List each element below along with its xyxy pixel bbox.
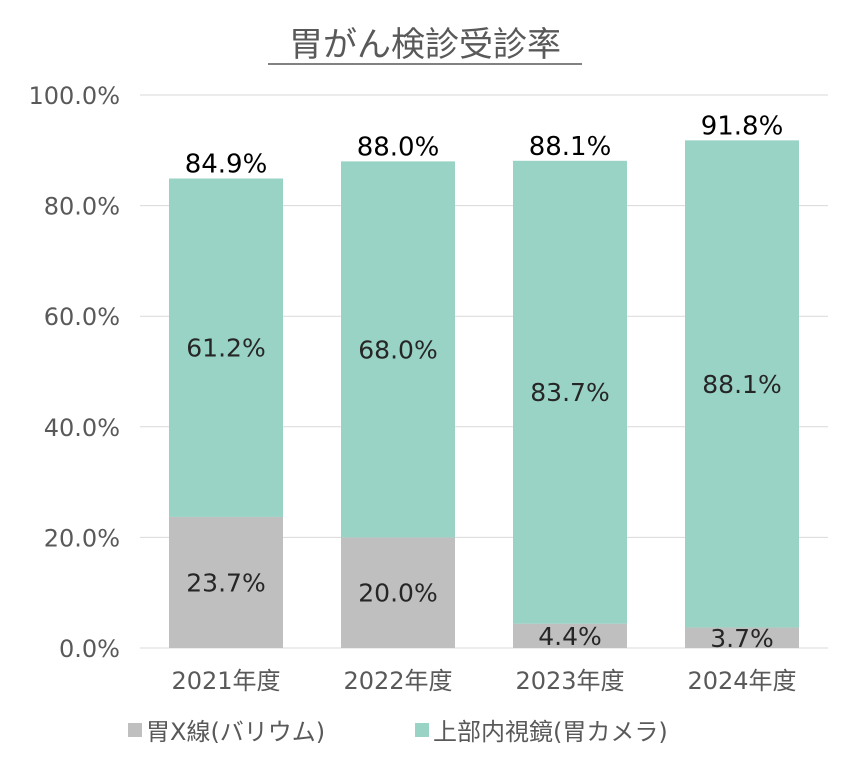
x-tick-label: 2021年度	[171, 667, 280, 695]
data-label: 23.7%	[186, 568, 265, 597]
data-label: 61.2%	[186, 334, 265, 363]
bar-segment	[513, 623, 627, 648]
y-tick-label: 100.0%	[28, 82, 120, 110]
total-label: 88.1%	[529, 132, 612, 162]
x-tick-label: 2022年度	[343, 667, 452, 695]
total-label: 84.9%	[185, 150, 268, 180]
total-label: 88.0%	[357, 132, 440, 162]
legend-swatch	[128, 723, 142, 737]
y-tick-label: 20.0%	[44, 524, 120, 552]
data-label: 4.4%	[538, 622, 602, 651]
legend-label: 胃X線(バリウム)	[146, 718, 325, 746]
bar-segment	[685, 627, 799, 648]
bar-segment	[169, 516, 283, 648]
x-tick-label: 2024年度	[687, 667, 796, 695]
data-label: 3.7%	[710, 624, 774, 653]
bar-segment	[341, 537, 455, 648]
data-label: 88.1%	[702, 370, 781, 399]
legend-swatch	[415, 723, 429, 737]
data-label: 20.0%	[358, 579, 437, 608]
bar-segment	[513, 160, 627, 624]
bar-segment	[169, 178, 283, 517]
y-tick-label: 0.0%	[59, 635, 120, 663]
data-label: 83.7%	[530, 378, 609, 407]
y-tick-label: 60.0%	[44, 303, 120, 331]
legend-label: 上部内視鏡(胃カメラ)	[433, 718, 668, 746]
bar-segment	[341, 161, 455, 538]
data-label: 68.0%	[358, 335, 437, 364]
x-tick-label: 2023年度	[515, 667, 624, 695]
y-tick-label: 40.0%	[44, 414, 120, 442]
bar-segment	[685, 140, 799, 628]
total-label: 91.8%	[701, 111, 784, 141]
y-tick-label: 80.0%	[44, 193, 120, 221]
chart-title: 胃がん検診受診率	[289, 25, 561, 65]
